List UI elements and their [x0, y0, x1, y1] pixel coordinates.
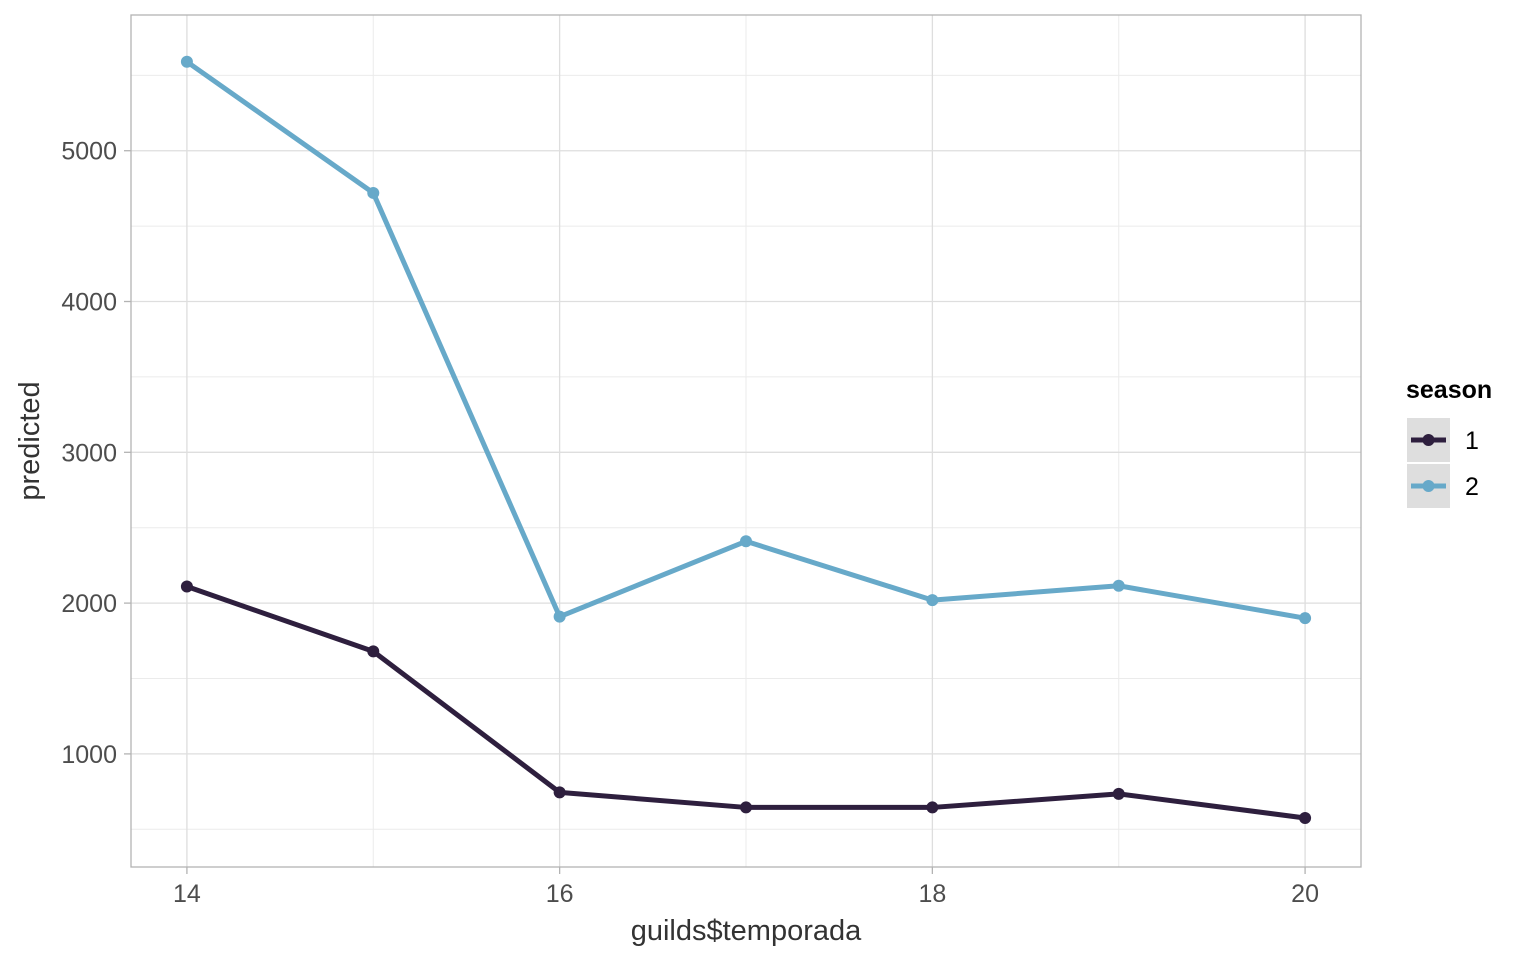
data-point — [553, 610, 566, 623]
data-point — [367, 186, 380, 199]
legend-label: 2 — [1465, 473, 1479, 501]
data-point — [740, 535, 752, 548]
data-point — [1112, 579, 1125, 592]
legend-label: 1 — [1465, 427, 1479, 455]
data-point — [740, 801, 752, 814]
data-point — [180, 580, 193, 593]
x-tick-label: 14 — [173, 880, 201, 908]
data-point — [553, 786, 566, 799]
x-axis-title: guilds$temporada — [631, 915, 862, 947]
legend: season 1 2 — [1406, 376, 1492, 508]
legend-key-point — [1422, 434, 1435, 446]
legend-title: season — [1406, 376, 1492, 404]
data-point — [926, 594, 939, 607]
y-tick-label: 4000 — [61, 289, 117, 317]
x-tick-label: 16 — [546, 880, 574, 908]
y-tick-label: 1000 — [61, 741, 117, 769]
data-point — [367, 645, 380, 658]
data-point — [1299, 811, 1312, 824]
plot-panel-border — [130, 14, 1362, 868]
grid-major — [131, 15, 1361, 867]
x-tick-label: 18 — [918, 880, 946, 908]
x-tick-label: 20 — [1291, 880, 1319, 908]
y-tick-label: 3000 — [61, 439, 117, 467]
grid-minor — [131, 15, 1361, 867]
data-point — [1299, 612, 1312, 625]
y-axis-title: predicted — [14, 381, 46, 500]
y-tick-label: 2000 — [61, 590, 117, 618]
y-axis: 1000 2000 3000 4000 5000 — [61, 138, 131, 769]
data-point — [180, 55, 193, 68]
data-point — [926, 801, 939, 814]
x-axis: 14 16 18 20 — [173, 867, 1319, 908]
y-tick-label: 5000 — [61, 138, 117, 166]
series-layer — [180, 55, 1312, 824]
legend-key-point — [1422, 480, 1435, 492]
data-point — [1112, 787, 1125, 800]
